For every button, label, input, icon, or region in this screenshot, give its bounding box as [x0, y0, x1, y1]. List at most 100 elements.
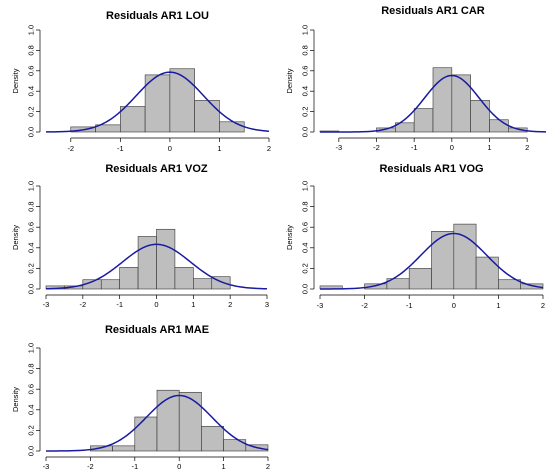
y-tick-label: 0.6 — [301, 66, 310, 76]
chart-panel: Residuals AR1 VOZ Density -3 -2 -1 0 1 2 3 0.0 0.2… — [11, 163, 269, 309]
x-tick-label: 2 — [525, 143, 529, 152]
histogram-bar — [508, 127, 528, 133]
y-tick-label: 0.6 — [301, 222, 310, 232]
x-tick-label: 0 — [450, 143, 454, 152]
x-tick-label: -3 — [335, 143, 342, 152]
x-tick-label: 0 — [452, 301, 456, 310]
x-tick-label: 1 — [222, 462, 226, 471]
histogram-bar — [432, 67, 453, 133]
x-tick-label: -2 — [79, 300, 86, 309]
histogram-bar — [193, 278, 213, 290]
x-tick-label: -3 — [43, 462, 50, 471]
x-tick-label: -3 — [317, 301, 324, 310]
y-axis-label: Density — [285, 225, 294, 250]
y-tick-label: 0.0 — [27, 284, 36, 294]
histogram-bar — [144, 74, 171, 133]
y-tick-label: 0.6 — [27, 66, 36, 76]
y-tick-label: 0.2 — [301, 106, 310, 116]
chart-title: Residuals AR1 CAR — [381, 5, 485, 17]
histogram-bar — [100, 279, 120, 290]
y-tick-label: 0.0 — [27, 127, 36, 137]
y-tick-label: 0.2 — [27, 425, 36, 435]
histogram-bar — [119, 267, 139, 290]
x-tick-label: -2 — [87, 462, 94, 471]
x-tick-label: -2 — [361, 301, 368, 310]
x-tick-label: 2 — [266, 462, 270, 471]
density-curve — [45, 243, 268, 290]
chart-title: Residuals AR1 VOG — [379, 163, 483, 175]
y-tick-label: 0.2 — [301, 263, 310, 273]
y-tick-label: 0.8 — [27, 201, 36, 211]
histogram-bar — [520, 283, 544, 290]
histogram-bar — [174, 267, 194, 290]
y-tick-label: 0.8 — [27, 45, 36, 55]
x-tick-label: -1 — [117, 144, 124, 153]
histogram-bar — [156, 228, 176, 290]
x-tick-label: -2 — [373, 143, 380, 152]
density-curve — [320, 74, 547, 133]
y-tick-label: 0.4 — [27, 243, 36, 253]
y-tick-label: 0.2 — [27, 263, 36, 273]
chart-title: Residuals AR1 LOU — [106, 10, 209, 22]
x-tick-label: -1 — [411, 143, 418, 152]
y-tick-label: 1.0 — [301, 181, 310, 191]
y-axis-label: Density — [11, 68, 20, 93]
histogram-bar — [194, 100, 220, 133]
density-curve — [45, 394, 269, 452]
histogram-bar — [408, 268, 432, 290]
y-tick-label: 0.8 — [27, 363, 36, 373]
x-tick-label: -1 — [131, 462, 138, 471]
y-tick-label: 0.8 — [301, 201, 310, 211]
x-tick-label: 2 — [267, 144, 271, 153]
chart-panel: Residuals AR1 MAE Density -3 -2 -1 0 1 2 0.0 0.2 0… — [11, 324, 270, 471]
y-tick-label: 0.0 — [301, 127, 310, 137]
density-curve — [45, 71, 270, 133]
histogram-bar — [112, 445, 136, 452]
x-tick-label: -1 — [116, 300, 123, 309]
histogram-bar — [169, 68, 195, 133]
histogram-bar — [489, 119, 509, 133]
x-tick-label: -3 — [43, 300, 50, 309]
chart-title: Residuals AR1 MAE — [105, 324, 209, 336]
chart-panel: Residuals AR1 LOU Density -2 -1 0 1 2 0.0 0.2 0.4… — [11, 10, 271, 153]
histogram-bar — [219, 121, 245, 133]
y-tick-label: 0.4 — [27, 86, 36, 96]
histogram-bar — [451, 74, 471, 133]
x-tick-label: 1 — [217, 144, 221, 153]
x-tick-label: 0 — [168, 144, 172, 153]
density-curve — [319, 232, 544, 290]
y-tick-label: 0.6 — [27, 222, 36, 232]
histogram-bar — [178, 391, 202, 452]
y-tick-label: 0.0 — [27, 446, 36, 456]
y-tick-label: 0.0 — [301, 284, 310, 294]
x-tick-label: 0 — [177, 462, 181, 471]
x-tick-label: 0 — [154, 300, 158, 309]
chart-panel: Residuals AR1 VOG Density -3 -2 -1 0 1 2 0.0 0.2 0… — [285, 163, 545, 310]
y-axis-label: Density — [11, 225, 20, 250]
y-tick-label: 0.4 — [301, 86, 310, 96]
y-axis-label: Density — [11, 387, 20, 412]
y-tick-label: 1.0 — [27, 181, 36, 191]
y-axis-label: Density — [285, 68, 294, 93]
histogram-bar — [431, 231, 455, 290]
x-tick-label: -2 — [67, 144, 74, 153]
histogram-bar — [223, 439, 247, 452]
x-tick-label: 1 — [487, 143, 491, 152]
histogram-bar — [470, 100, 490, 133]
y-tick-label: 0.4 — [27, 405, 36, 415]
y-tick-label: 0.8 — [301, 45, 310, 55]
histogram-bar — [134, 416, 158, 452]
histogram-bar — [413, 108, 434, 133]
x-tick-label: -1 — [406, 301, 413, 310]
y-tick-label: 0.2 — [27, 106, 36, 116]
y-tick-label: 1.0 — [27, 25, 36, 35]
x-tick-label: 2 — [228, 300, 232, 309]
histogram-bar — [201, 425, 224, 452]
histogram-bar — [120, 106, 146, 133]
y-tick-label: 1.0 — [301, 25, 310, 35]
x-tick-label: 3 — [265, 300, 269, 309]
y-tick-label: 1.0 — [27, 343, 36, 353]
y-tick-label: 0.6 — [27, 384, 36, 394]
histogram-bar — [475, 256, 499, 290]
